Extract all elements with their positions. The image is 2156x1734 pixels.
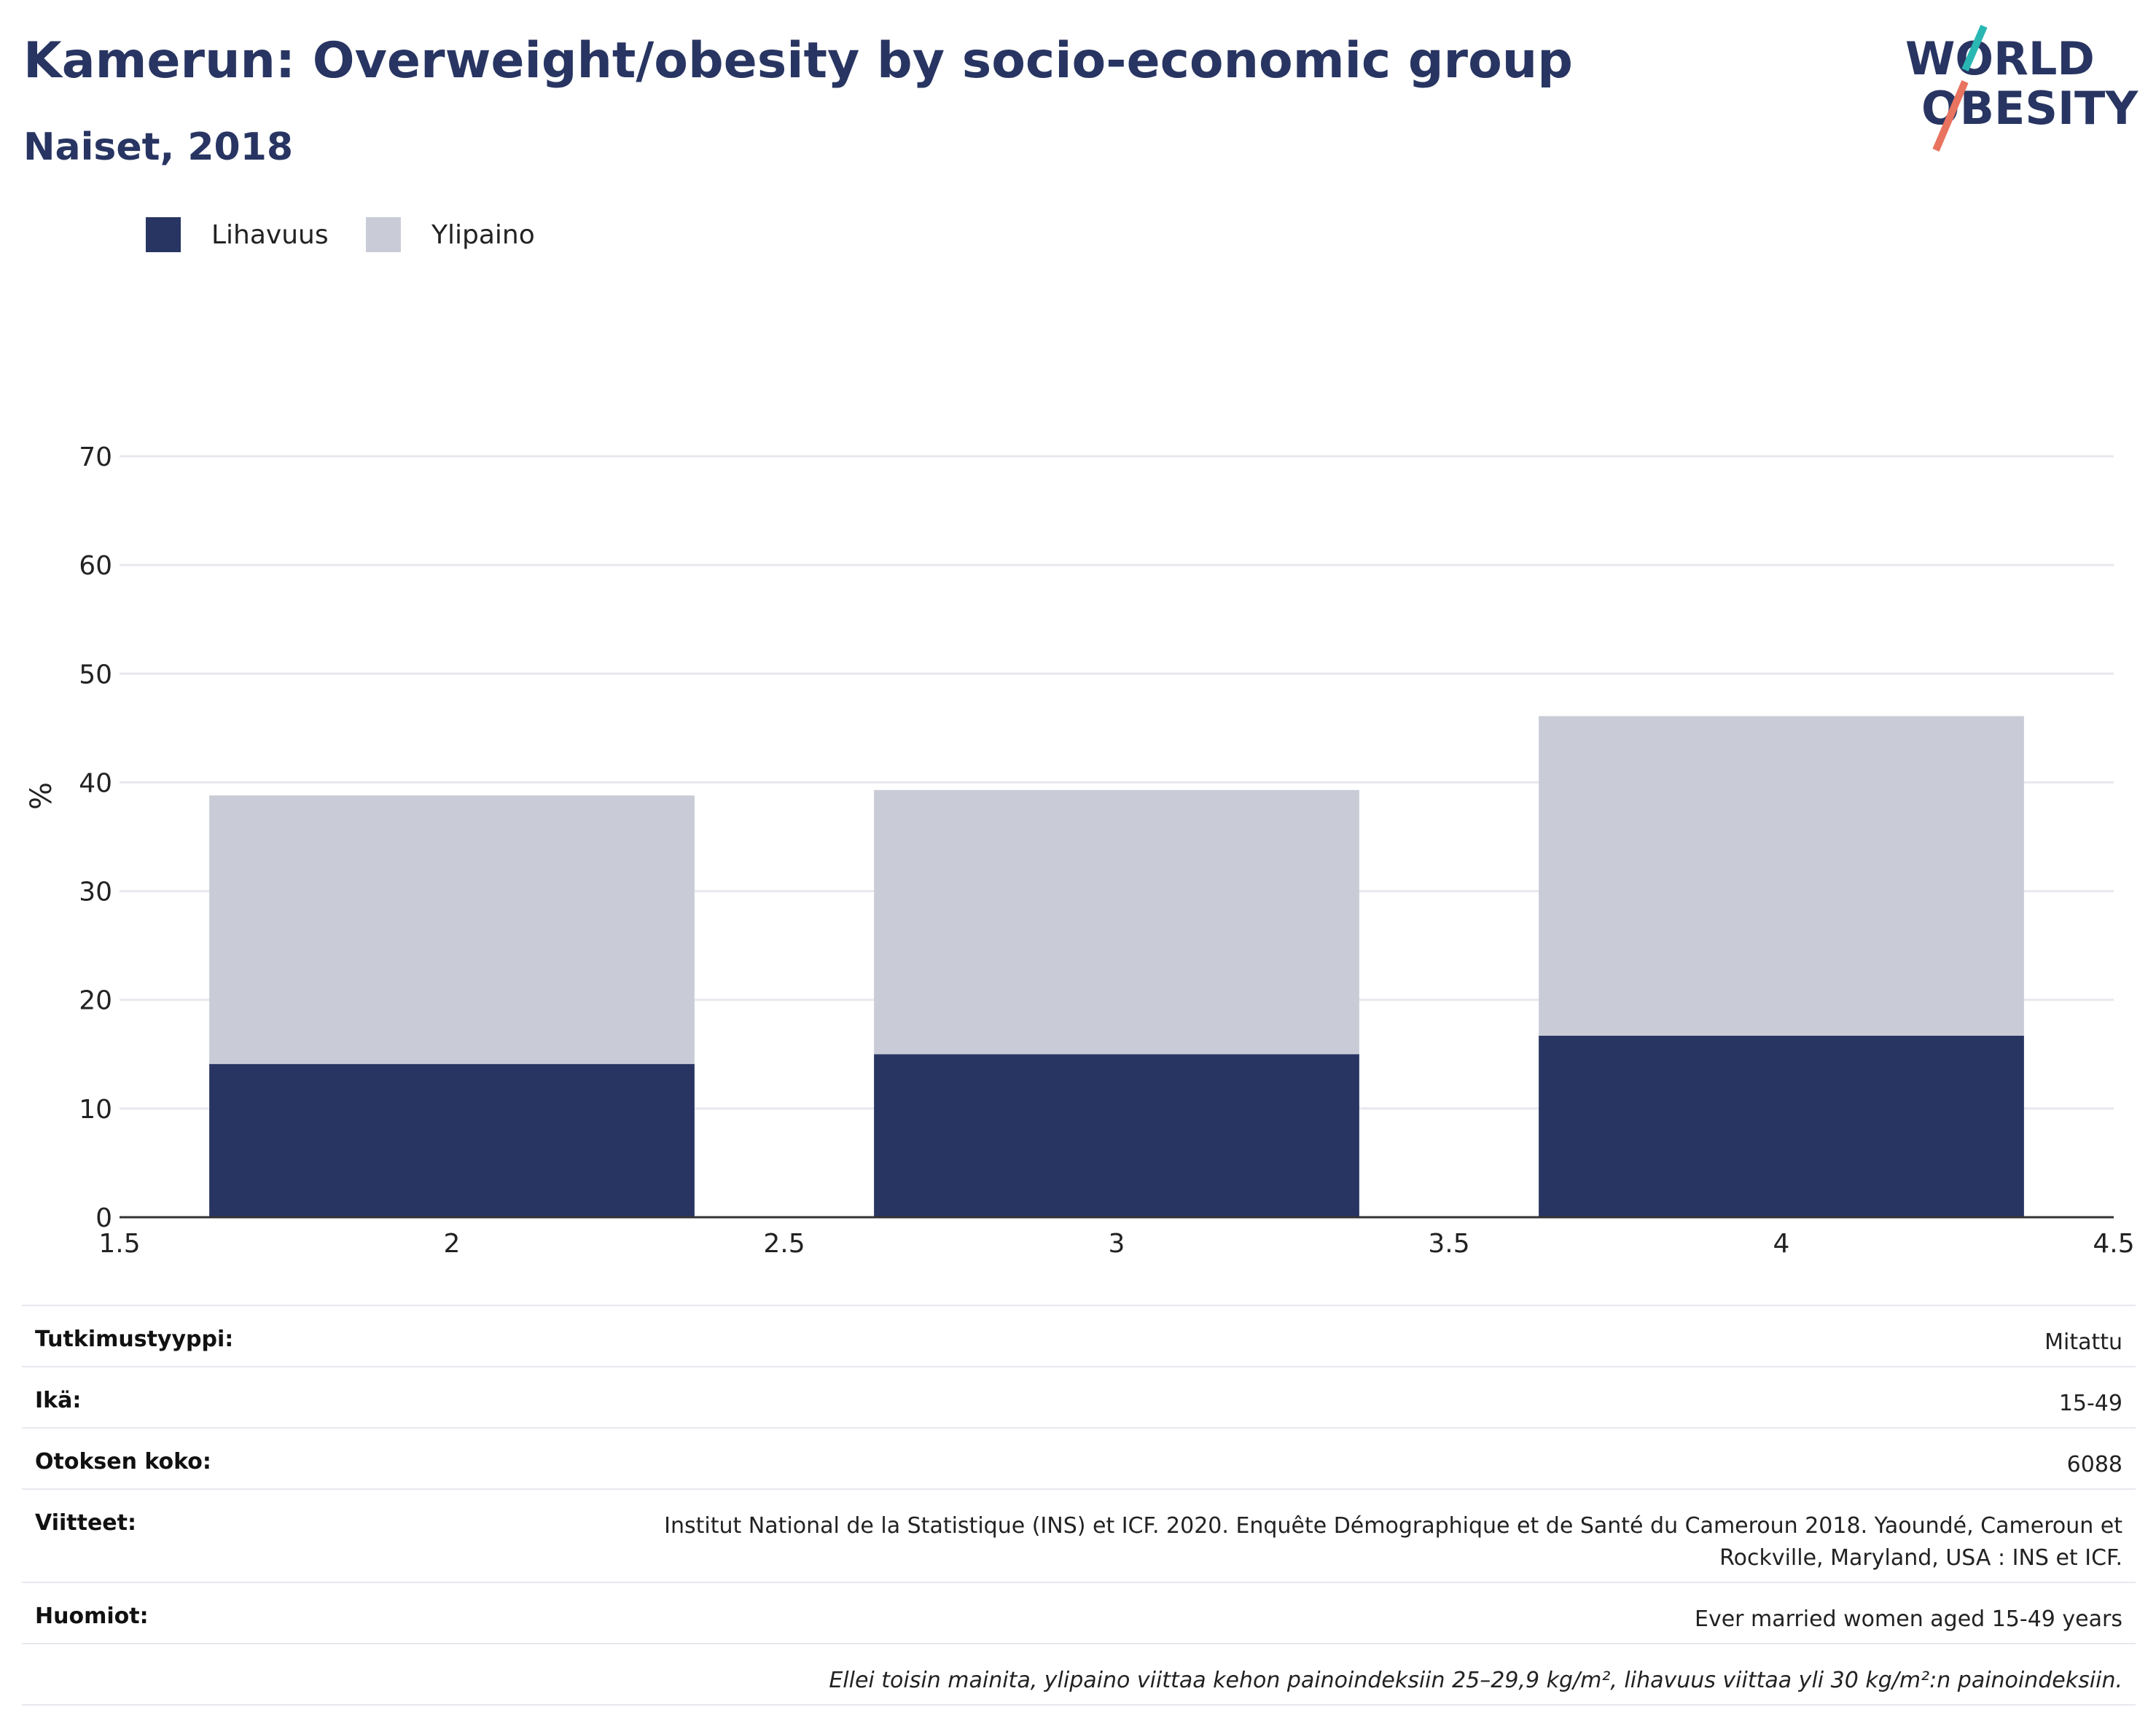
y-tick-label: 0 xyxy=(95,1203,112,1233)
legend-label-overweight: Ylipaino xyxy=(431,220,535,250)
chart-subtitle: Naiset, 2018 xyxy=(23,125,294,169)
bar-overweight[interactable] xyxy=(1539,716,2024,1036)
info-value: 6088 xyxy=(2066,1452,2122,1477)
logo-slash-coral xyxy=(1932,80,1969,152)
bar-overweight[interactable] xyxy=(209,795,695,1064)
y-tick-label: 60 xyxy=(79,551,112,581)
x-tick-label: 3.5 xyxy=(1428,1229,1469,1259)
y-tick-label: 20 xyxy=(79,986,112,1016)
y-axis-label: % xyxy=(25,782,58,810)
info-row-sample-size: Otoksen koko: 6088 xyxy=(22,1427,2136,1488)
info-key: Huomiot: xyxy=(35,1604,149,1629)
info-row-references: Viitteet: Institut National de la Statis… xyxy=(22,1488,2136,1582)
info-key: Ikä: xyxy=(35,1388,82,1413)
stacked-bar-chart: 0 10 20 30 40 50 60 70 1.5 2 2.5 3 3.5 4 4.5 % xyxy=(25,442,2135,1259)
logo-slash-teal xyxy=(1961,25,1988,71)
info-key: Tutkimustyyppi: xyxy=(35,1327,234,1352)
chart-title: Kamerun: Overweight/obesity by socio-eco… xyxy=(23,32,1573,90)
legend-label-obesity: Lihavuus xyxy=(211,220,329,250)
legend-swatch-overweight xyxy=(366,217,401,252)
info-key: Otoksen koko: xyxy=(35,1449,211,1475)
info-key: Viitteet: xyxy=(35,1510,136,1536)
info-value: Ever married women aged 15-49 years xyxy=(1694,1606,2122,1632)
x-tick-label: 2 xyxy=(444,1229,461,1259)
footnote: Ellei toisin mainita, ylipaino viittaa k… xyxy=(829,1668,2122,1693)
bar-obesity[interactable] xyxy=(209,1063,695,1217)
info-row-study-type: Tutkimustyyppi: Mitattu xyxy=(22,1305,2136,1366)
logo-line-1: WORLD xyxy=(1905,32,2095,85)
y-tick-label: 10 xyxy=(79,1095,112,1125)
info-row-notes: Huomiot: Ever married women aged 15-49 y… xyxy=(22,1582,2136,1643)
x-tick-label: 3 xyxy=(1109,1229,1125,1259)
world-obesity-logo: WORLD OBESITY xyxy=(1905,25,2139,152)
bar-obesity[interactable] xyxy=(874,1054,1359,1217)
y-tick-label: 40 xyxy=(79,768,112,798)
bars xyxy=(209,716,2024,1217)
bar-overweight[interactable] xyxy=(874,789,1359,1055)
y-tick-label: 70 xyxy=(79,442,112,472)
info-row-footnote: Ellei toisin mainita, ylipaino viittaa k… xyxy=(22,1643,2136,1706)
x-tick-label: 4.5 xyxy=(2093,1229,2134,1259)
info-value: 15-49 xyxy=(2058,1391,2122,1416)
info-table: Tutkimustyyppi: Mitattu Ikä: 15-49 Otoks… xyxy=(22,1305,2136,1706)
x-tick-label: 4 xyxy=(1773,1229,1790,1259)
x-tick-label: 2.5 xyxy=(763,1229,805,1259)
x-tick-label: 1.5 xyxy=(98,1229,140,1259)
y-tick-label: 50 xyxy=(79,660,112,690)
legend-swatch-obesity xyxy=(146,217,181,252)
bar-obesity[interactable] xyxy=(1539,1035,2024,1217)
info-row-age: Ikä: 15-49 xyxy=(22,1366,2136,1427)
info-value: Mitattu xyxy=(2044,1329,2122,1355)
y-tick-label: 30 xyxy=(79,878,112,907)
info-value: Institut National de la Statistique (INS… xyxy=(664,1513,2122,1571)
axes: 0 10 20 30 40 50 60 70 1.5 2 2.5 3 3.5 4 4.5 xyxy=(79,442,2134,1259)
